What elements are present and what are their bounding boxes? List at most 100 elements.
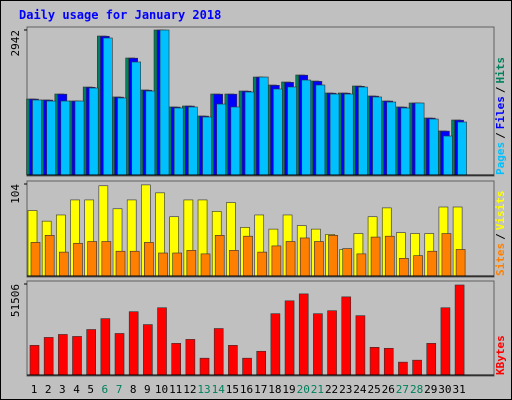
bar [271, 245, 282, 277]
bar [30, 242, 41, 277]
legend-separator: / [494, 132, 507, 139]
bar [114, 333, 125, 376]
x-tick-label: 10 [155, 383, 168, 396]
bar [299, 237, 310, 277]
x-tick-label: 24 [353, 383, 367, 396]
bar [86, 329, 96, 376]
bar [327, 310, 337, 376]
bar [214, 235, 225, 277]
bar [157, 307, 167, 376]
x-tick-label: 28 [410, 383, 423, 396]
bar [74, 100, 85, 176]
bar [313, 313, 323, 376]
x-tick-label: 15 [226, 383, 239, 396]
bar [399, 258, 409, 277]
bar [244, 91, 255, 176]
chart-title: Daily usage for January 2018 [19, 8, 221, 22]
x-tick-label: 12 [183, 383, 196, 396]
x-tick-label: 25 [367, 383, 380, 396]
y-tick-label: 2942 [9, 30, 22, 57]
y-tick-label: 104 [9, 184, 22, 204]
bar [43, 337, 54, 376]
bar [273, 88, 283, 176]
x-tick-label: 4 [73, 383, 80, 396]
x-tick-label: 21 [311, 383, 324, 396]
bar [216, 103, 227, 176]
bar [270, 313, 281, 376]
bar [440, 307, 451, 376]
bar [72, 336, 82, 376]
bar [173, 107, 184, 176]
bar [342, 248, 353, 277]
bar [343, 93, 354, 176]
bar [128, 311, 139, 376]
bar [242, 357, 252, 376]
legend-entry: Pages [494, 142, 507, 175]
bar [145, 90, 156, 176]
x-tick-label: 7 [116, 383, 123, 396]
bar [29, 345, 40, 376]
x-tick-label: 16 [240, 383, 253, 396]
bar [44, 235, 55, 277]
bar [158, 252, 168, 277]
bar [398, 361, 408, 376]
bar [443, 135, 453, 176]
bar [100, 318, 111, 376]
bar [355, 315, 366, 376]
bar [171, 343, 181, 376]
bar [341, 296, 352, 376]
bar [186, 250, 197, 277]
bar [329, 93, 340, 176]
x-tick-label: 18 [268, 383, 281, 396]
bar [287, 86, 297, 176]
bar [131, 61, 141, 176]
bar [243, 235, 253, 277]
bar [32, 99, 42, 176]
x-tick-label: 3 [59, 383, 66, 396]
bar [258, 76, 269, 176]
bar [159, 29, 170, 176]
x-tick-label: 13 [197, 383, 210, 396]
bar [400, 107, 411, 176]
x-tick-label: 29 [424, 383, 437, 396]
bar [117, 97, 127, 176]
bar [172, 252, 182, 277]
bar [328, 235, 338, 277]
bar [370, 236, 381, 277]
x-tick-label: 6 [102, 383, 109, 396]
x-tick-label: 8 [130, 383, 137, 396]
bar [384, 235, 395, 277]
bar [285, 241, 296, 277]
x-tick-label: 1 [31, 383, 38, 396]
legend-entry: Sites [494, 243, 507, 276]
bar [115, 250, 126, 277]
bar [200, 253, 211, 277]
bar [413, 255, 423, 277]
x-tick-label: 23 [339, 383, 352, 396]
x-tick-label: 20 [297, 383, 310, 396]
bar [58, 334, 68, 376]
bar [414, 102, 425, 176]
bar [457, 121, 467, 176]
bar [372, 96, 382, 176]
bar [383, 347, 394, 376]
bar [454, 284, 465, 376]
x-tick-label: 9 [144, 383, 151, 396]
x-tick-label: 19 [282, 383, 295, 396]
bar [298, 293, 309, 376]
legend-entry: Visits [494, 191, 507, 231]
bar [356, 253, 367, 277]
bar [60, 100, 71, 176]
bar [412, 359, 422, 376]
bar [228, 345, 238, 376]
bar [229, 250, 239, 277]
bar [185, 339, 196, 376]
legend-entry: Files [494, 96, 507, 129]
x-tick-label: 17 [254, 383, 267, 396]
bar [199, 357, 210, 376]
bar [386, 101, 397, 176]
bar [59, 251, 69, 277]
bar [315, 84, 326, 176]
x-tick-label: 26 [382, 383, 395, 396]
bar [213, 328, 224, 376]
